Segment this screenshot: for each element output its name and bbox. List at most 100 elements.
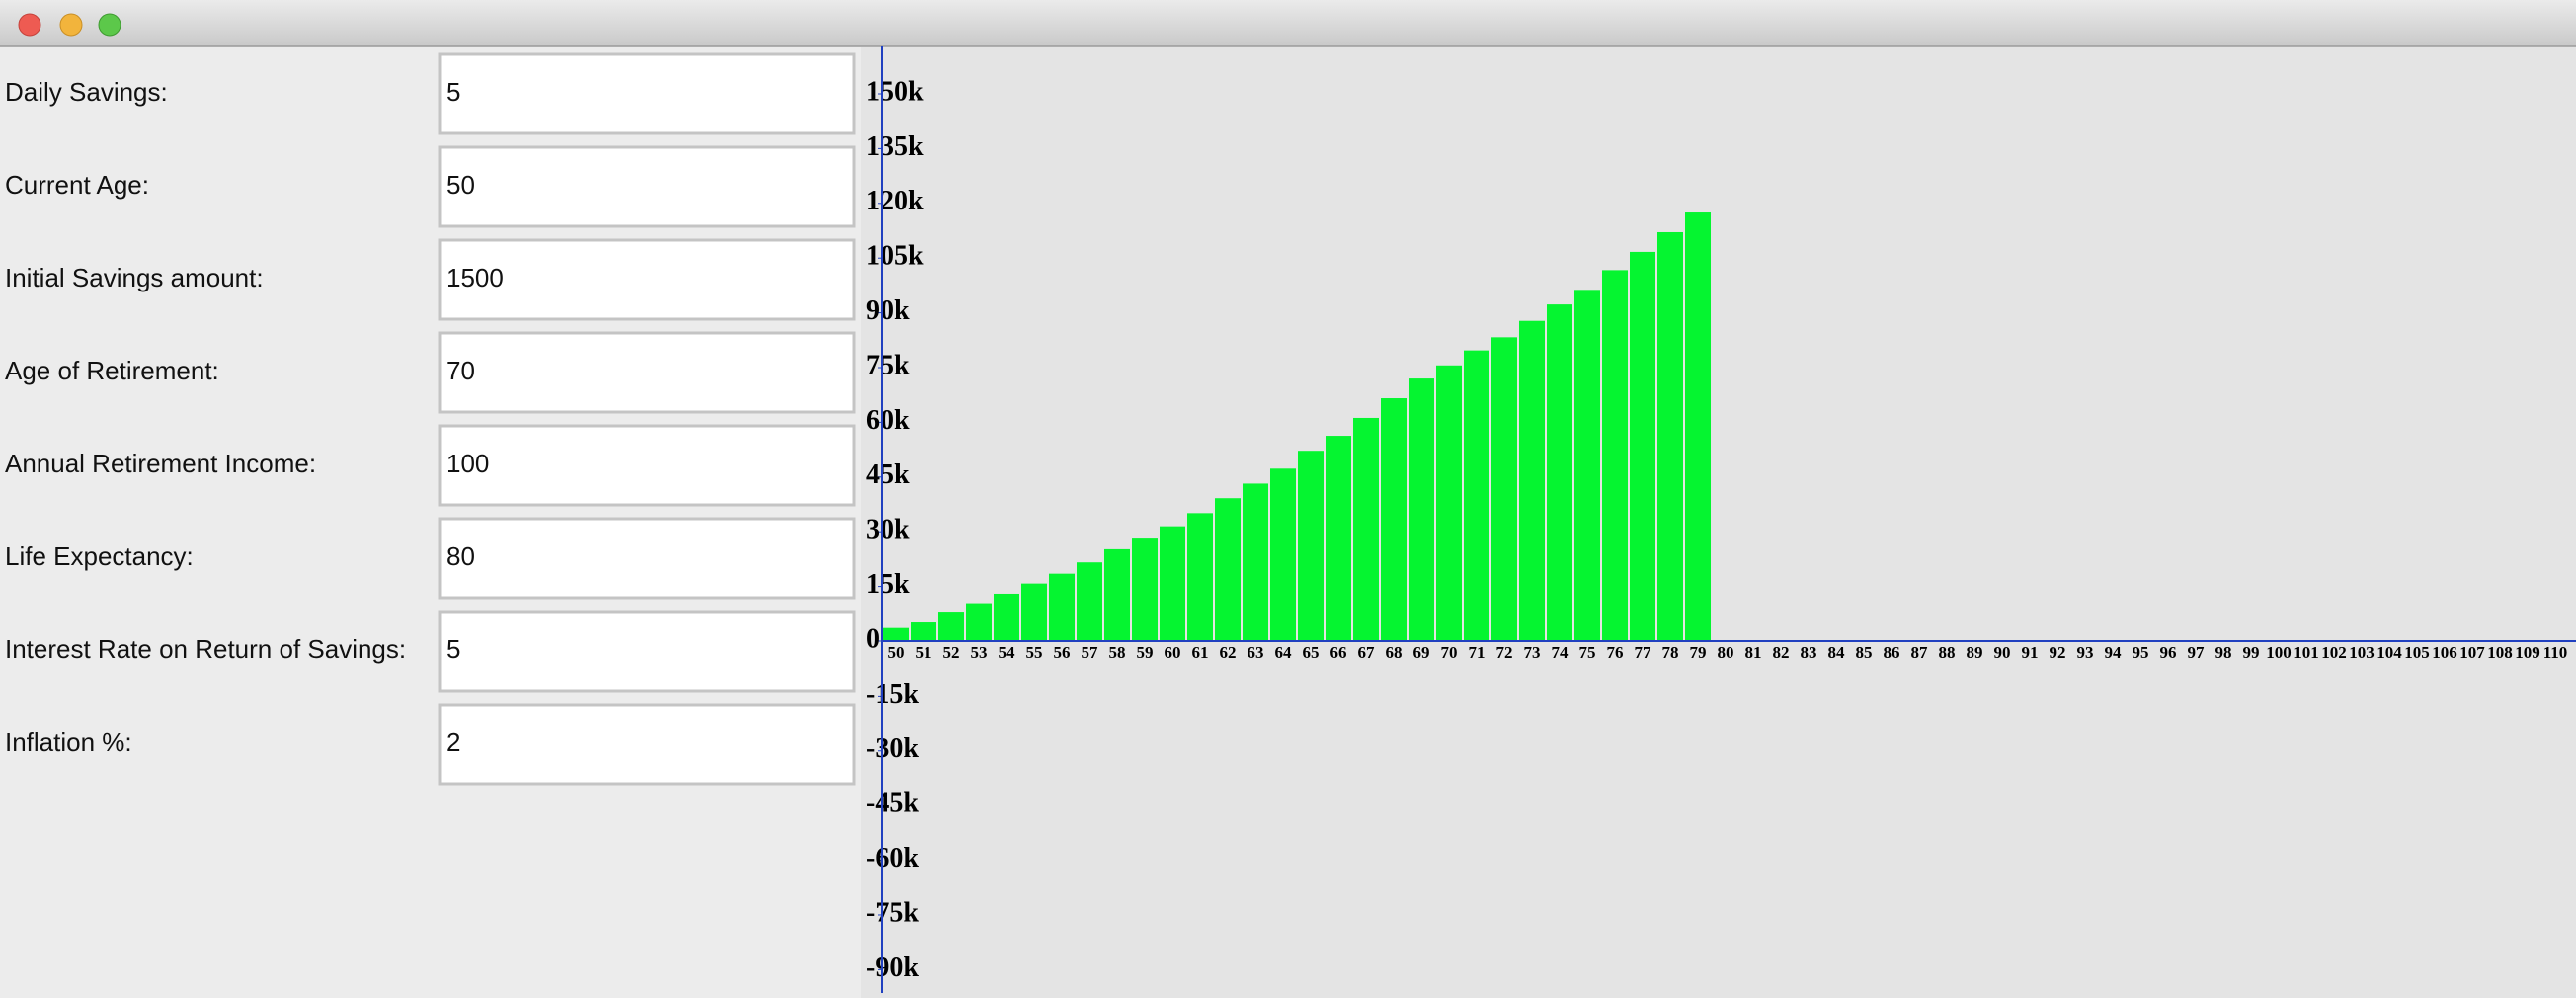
bar [1685,212,1711,641]
x-tick-label: 56 [1054,643,1071,662]
zoom-button[interactable] [98,13,121,37]
y-tick-label: -30k [866,733,919,764]
x-tick-label: 102 [2321,643,2347,662]
field-value: 70 [446,356,475,385]
bar [1574,290,1600,641]
bar [1215,498,1241,641]
x-tick-label: 54 [999,643,1016,662]
y-tick-label: -90k [866,953,919,983]
x-tick-label: 76 [1607,643,1624,662]
y-tick-label: 0 [866,624,880,654]
x-tick-label: 84 [1828,643,1846,662]
field-value: 50 [446,170,475,200]
x-tick-label: 71 [1469,643,1486,662]
field-label: Inflation %: [5,727,132,757]
y-tick-label: 15k [866,569,910,600]
field-value: 80 [446,541,475,571]
y-tick-label: 75k [866,350,910,380]
x-tick-label: 108 [2487,643,2513,662]
y-tick-label: -15k [866,679,919,709]
x-tick-label: 93 [2077,643,2094,662]
y-tick-label: 90k [866,295,910,326]
text-field[interactable] [438,145,856,228]
chart-panel [861,47,2576,998]
x-tick-label: 101 [2294,643,2319,662]
y-tick-label: 135k [866,131,924,162]
close-button[interactable] [18,13,41,37]
bar [1464,350,1489,641]
text-field[interactable] [438,331,856,414]
field-label: Annual Retirement Income: [5,449,316,478]
bar [1160,526,1185,641]
field-label: Life Expectancy: [5,541,194,571]
x-tick-label: 70 [1441,643,1458,662]
text-field[interactable] [438,52,856,135]
text-field[interactable] [438,238,856,321]
bar [1353,417,1379,641]
field-label: Current Age: [5,170,149,200]
bar [883,627,909,641]
x-tick-label: 100 [2266,643,2292,662]
y-tick-label: 150k [866,76,924,107]
y-tick-label: -45k [866,789,919,819]
x-tick-label: 82 [1773,643,1790,662]
y-tick-label: -75k [866,897,919,928]
bar [1132,538,1158,641]
x-tick-label: 107 [2459,643,2485,662]
y-tick-label: 120k [866,186,924,216]
x-tick-label: 103 [2349,643,2375,662]
bar [1077,562,1102,641]
x-tick-label: 75 [1579,643,1596,662]
y-tick-label: -60k [866,843,919,873]
x-tick-label: 94 [2105,643,2123,662]
x-tick-label: 91 [2022,643,2039,662]
bar [1381,398,1407,641]
y-tick-label: 30k [866,515,910,545]
x-tick-label: 77 [1635,643,1652,662]
x-tick-label: 87 [1911,643,1929,662]
x-tick-label: 66 [1330,643,1347,662]
title-bar [0,0,2576,46]
x-tick-label: 72 [1496,643,1513,662]
bar [1326,436,1351,641]
text-field[interactable] [438,703,856,786]
x-tick-label: 51 [916,643,932,662]
text-field[interactable] [438,610,856,693]
field-value: 2 [446,727,460,757]
x-tick-label: 78 [1662,643,1679,662]
bar [1602,270,1628,641]
minimize-button[interactable] [59,13,83,37]
x-tick-label: 97 [2188,643,2206,662]
bar [1298,451,1324,641]
x-tick-label: 92 [2050,643,2066,662]
x-tick-label: 104 [2376,643,2402,662]
field-label: Initial Savings amount: [5,263,264,292]
bar [994,593,1019,641]
bar [1547,304,1572,641]
x-tick-label: 50 [888,643,905,662]
bar [1630,251,1655,641]
bar [1491,337,1517,641]
chart: 150k 135k 120k 105k 90k 75k 60k 45k 30k 15k 0 -15k -… [866,46,2576,993]
form: Daily Savings: 5 Current Age: 50 Initial Sav… [5,52,856,786]
bar [1243,483,1268,641]
x-tick-label: 62 [1220,643,1237,662]
text-field[interactable] [438,517,856,600]
x-tick-label: 57 [1082,643,1099,662]
bar [1409,378,1434,641]
x-tick-label: 55 [1026,643,1043,662]
bar [1021,583,1047,641]
text-field[interactable] [438,424,856,507]
bar [1519,320,1545,641]
bar [1270,468,1296,641]
y-tick-label: 45k [866,459,910,490]
x-tick-label: 58 [1109,643,1126,662]
bar [1436,365,1462,641]
bar [938,612,964,641]
x-tick-label: 98 [2215,643,2232,662]
field-label: Interest Rate on Return of Savings: [5,634,406,664]
y-tick-label: 105k [866,241,924,272]
field-value: 1500 [446,263,504,292]
x-tick-label: 59 [1137,643,1154,662]
x-tick-label: 86 [1884,643,1900,662]
